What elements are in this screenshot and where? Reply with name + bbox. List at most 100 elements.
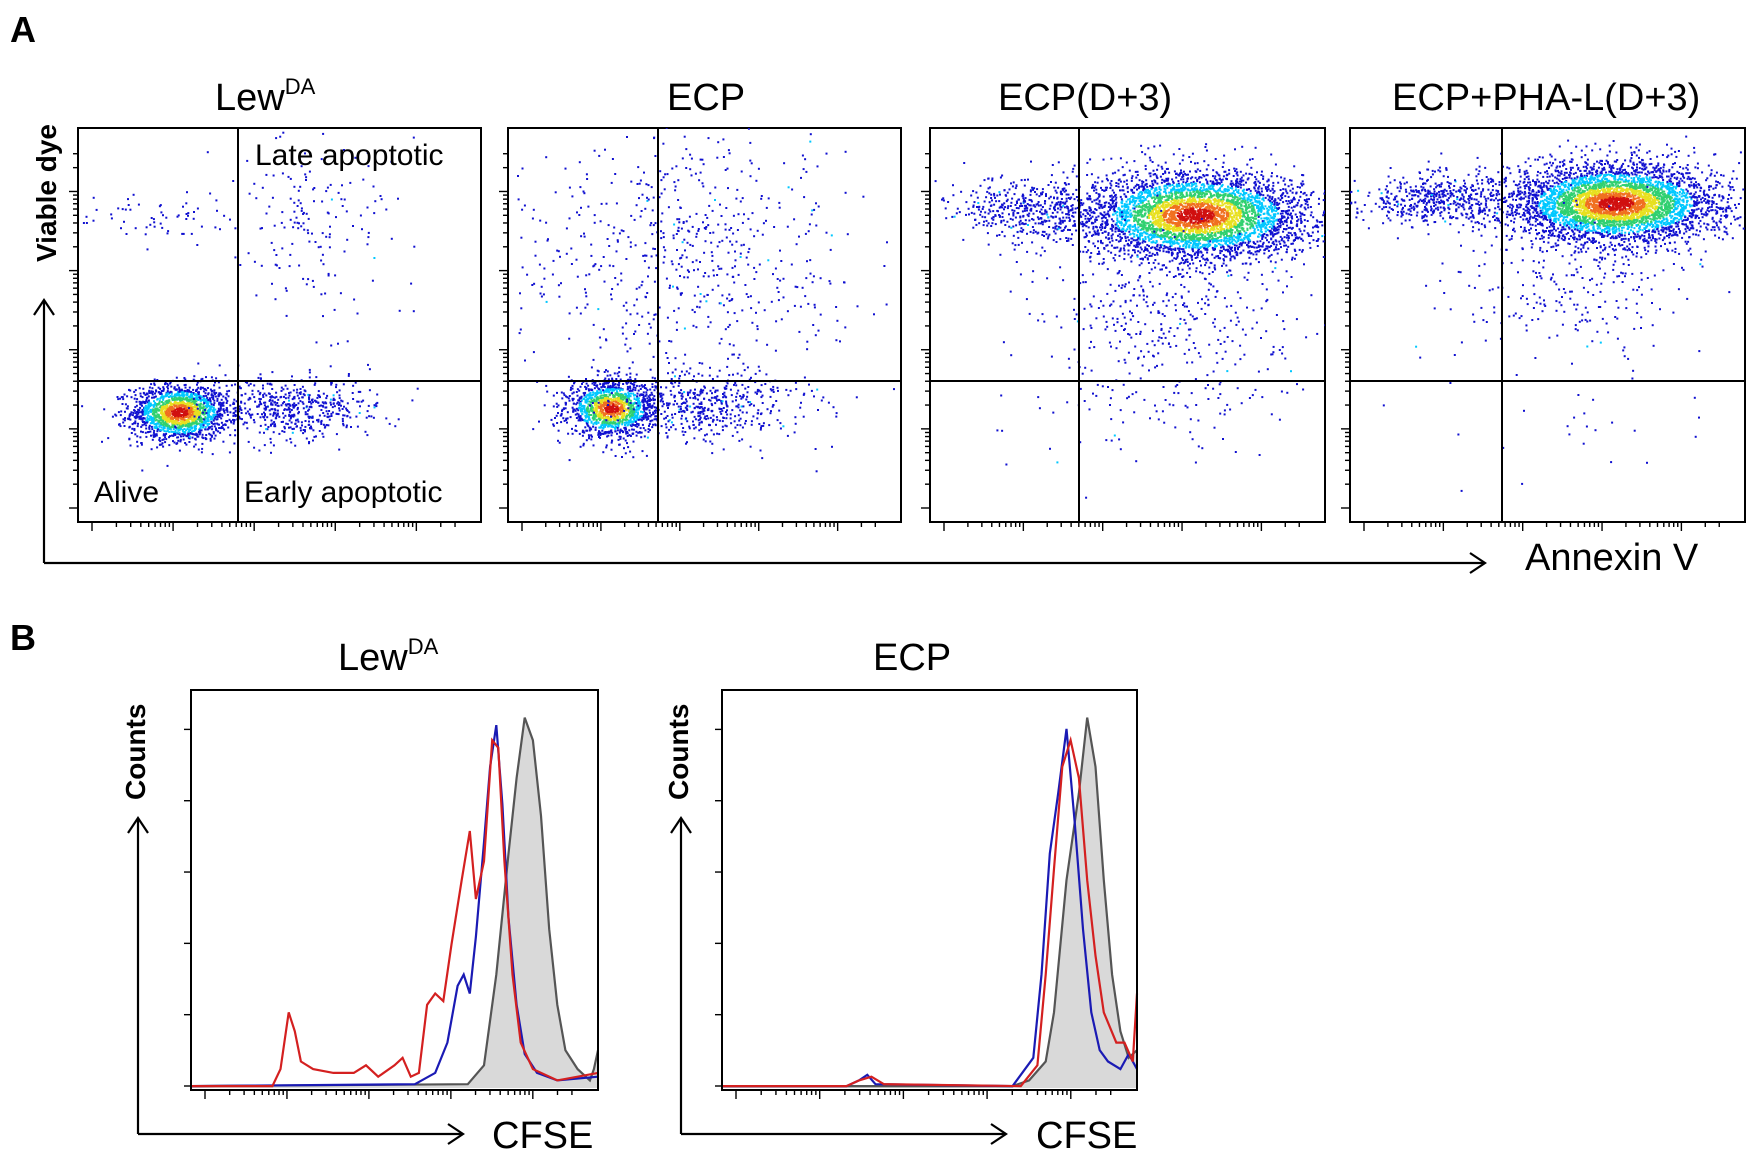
event-dot [819,313,822,316]
event-dot [737,403,740,406]
event-dot [539,219,542,222]
event-dot [616,432,618,435]
event-dot [551,273,554,276]
event-dot [307,278,310,281]
event-dot [217,414,220,417]
event-dot [597,415,600,418]
event-dot [233,402,236,405]
event-dot [626,398,629,401]
event-dot [199,410,201,413]
event-dot [266,416,269,419]
event-dot [670,426,673,429]
event-dot [568,395,571,397]
event-dot [588,393,591,396]
event-dot [201,418,204,421]
event-dot [575,417,578,419]
event-dot [295,404,298,406]
event-dot [652,247,655,250]
event-dot [188,407,190,410]
event-dot [325,235,328,238]
event-dot [619,435,622,438]
event-dot [182,205,184,208]
event-dot [820,399,823,402]
event-dot [583,418,586,421]
event-dot [666,415,669,417]
event-dot [673,181,676,184]
event-dot [269,441,272,444]
event-dot [689,405,692,408]
event-dot [125,407,128,410]
event-dot [614,412,617,415]
event-dot [272,413,275,416]
event-dot [204,392,207,395]
event-dot [346,340,349,343]
event-dot [313,383,316,386]
event-dot [632,408,635,411]
event-dot [263,411,265,414]
event-dot [905,291,907,293]
event-dot [385,208,388,211]
event-dot [186,389,189,391]
event-dot [636,418,639,421]
event-dot [167,417,170,420]
event-dot [289,177,292,180]
event-dot [600,386,603,389]
event-dot [794,422,797,425]
event-dot [182,232,185,235]
event-dot [660,230,662,233]
event-dot [287,175,290,178]
event-dot [289,197,292,200]
event-dot [699,300,702,303]
event-dot [569,388,572,391]
event-dot [189,406,192,409]
event-dot [139,416,142,418]
event-dot [610,293,612,296]
event-dot [335,216,337,219]
event-dot [297,402,300,405]
event-dot [700,388,703,391]
event-dot [134,417,137,420]
event-dot [180,394,183,397]
event-dot [329,401,332,404]
event-dot [411,399,414,402]
event-dot [557,429,560,432]
event-dot [150,434,152,437]
event-dot [186,399,188,402]
event-dot [762,424,765,427]
event-dot [373,406,376,409]
event-dot [629,376,632,379]
event-dot [644,416,647,419]
event-dot [728,343,731,346]
event-dot [169,405,171,407]
event-dot [294,422,297,425]
event-dot [181,401,184,404]
event-dot [521,208,524,211]
event-dot [134,433,137,436]
event-dot [163,415,166,418]
event-dot [712,274,715,277]
event-dot [660,179,663,182]
event-dot [645,393,648,396]
event-dot [141,410,144,413]
event-dot [750,162,753,165]
event-dot [584,396,587,398]
event-dot [265,406,267,409]
event-dot [685,398,687,401]
event-dot [612,400,615,403]
event-dot [146,401,149,404]
event-dot [281,247,284,250]
event-dot [202,409,205,412]
event-dot [142,387,145,390]
event-dot [258,431,261,434]
event-dot [584,416,587,419]
event-dot [621,405,624,408]
event-dot [164,411,167,414]
event-dot [640,384,643,387]
event-dot [571,406,574,409]
event-dot [683,135,686,138]
event-dot [124,403,127,406]
event-dot [670,378,673,380]
event-dot [626,442,628,445]
event-dot [680,394,683,397]
event-dot [198,431,201,434]
